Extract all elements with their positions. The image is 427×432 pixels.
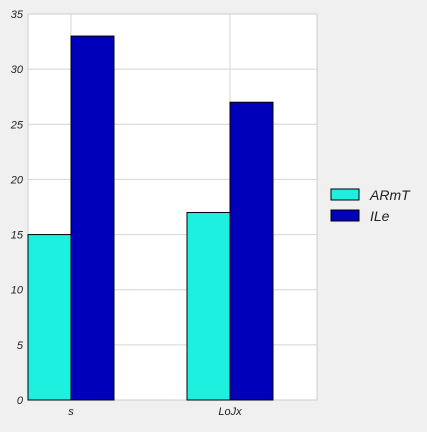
y-tick-label: 5 — [17, 340, 24, 352]
bar-ile-s — [70, 35, 115, 401]
legend-swatch — [330, 188, 360, 201]
x-tick-label: s — [68, 406, 74, 418]
y-tick-label: 15 — [11, 230, 24, 242]
x-axis: s LoJx — [68, 406, 242, 418]
bar-armt-lojx — [186, 212, 231, 401]
y-tick-label: 25 — [10, 119, 24, 131]
legend-swatch — [330, 209, 360, 222]
y-tick-label: 20 — [10, 174, 24, 186]
legend-label: ARmT — [369, 187, 411, 203]
y-tick-label: 35 — [11, 9, 24, 21]
legend-label: ILe — [370, 208, 390, 224]
bar-ile-lojx — [229, 101, 274, 401]
legend: ARmT ILe — [330, 187, 411, 224]
y-tick-label: 10 — [11, 285, 24, 297]
y-tick-label: 30 — [11, 64, 24, 76]
bars — [27, 35, 274, 401]
y-tick-label: 0 — [17, 395, 24, 407]
bar-armt-s — [27, 234, 72, 401]
x-tick-label: LoJx — [218, 406, 242, 418]
y-axis: 0 5 10 15 20 25 30 35 — [10, 9, 24, 407]
